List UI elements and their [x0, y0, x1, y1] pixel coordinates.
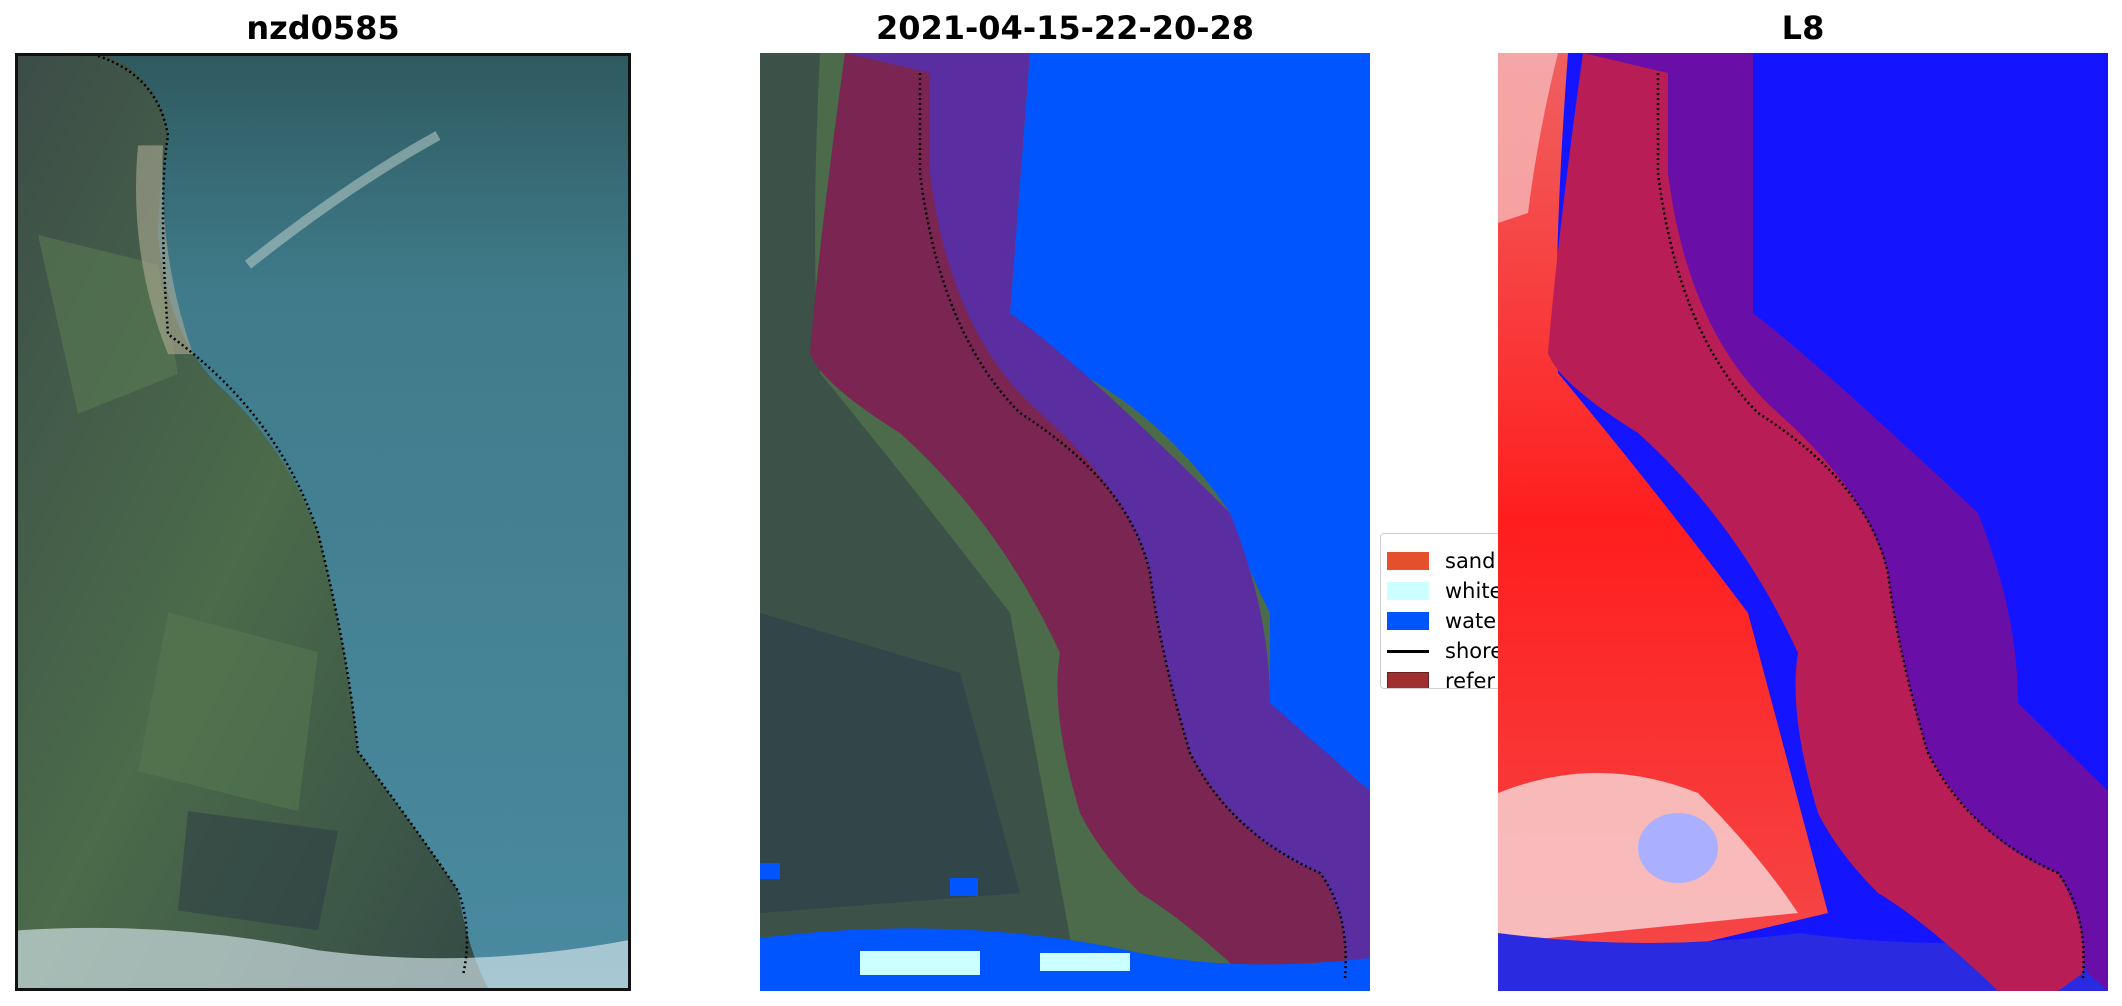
panel-title-index: L8 [1781, 9, 1825, 47]
legend-item-sand: sand [1387, 546, 1495, 576]
legend-line-icon [1387, 649, 1429, 653]
legend-patch-icon [1387, 552, 1429, 570]
legend-label: white [1445, 579, 1503, 603]
index-image-panel [1498, 53, 2108, 991]
index-image [1498, 53, 2108, 991]
shoreline-trace [918, 72, 1347, 979]
legend-patch-icon [1387, 672, 1429, 688]
shoreline-trace [97, 56, 469, 976]
legend-patch-icon [1387, 582, 1429, 600]
panel-title-classified: 2021-04-15-22-20-28 [875, 9, 1255, 47]
legend-item-shoreline: shore [1387, 636, 1503, 666]
legend-item-white: white [1387, 576, 1502, 606]
legend-item-reference: refer [1387, 666, 1496, 689]
legend-item-water: wate [1387, 606, 1496, 636]
legend-label: wate [1445, 609, 1497, 633]
legend-label: refer [1445, 669, 1496, 689]
rgb-image-panel [15, 53, 631, 991]
legend-label: sand [1445, 549, 1496, 573]
legend-patch-icon [1387, 612, 1429, 630]
classified-image [760, 53, 1370, 991]
panel-title-rgb: nzd0585 [246, 9, 400, 47]
legend-label: shore [1445, 639, 1504, 663]
rgb-image [18, 56, 628, 988]
shoreline-trace [1656, 72, 2085, 979]
classified-image-panel [760, 53, 1370, 991]
